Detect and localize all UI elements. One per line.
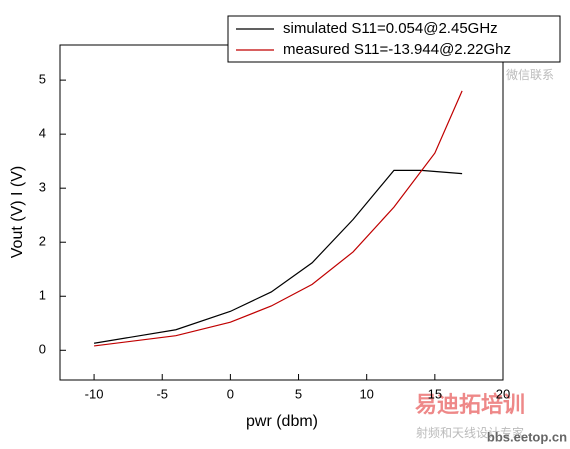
- x-tick-label: 5: [295, 386, 302, 401]
- x-tick-label: -10: [85, 386, 104, 401]
- x-tick-label: 10: [359, 386, 373, 401]
- watermark: 射频和天线设计专家: [416, 425, 524, 440]
- plot-frame: [59, 44, 504, 381]
- legend-label: measured S11=-13.944@2.22Ghz: [283, 41, 511, 58]
- y-tick-label: 2: [39, 234, 46, 249]
- y-axis-label: Vout (V) I (V): [9, 166, 26, 258]
- legend-label: simulated S11=0.054@2.45GHz: [283, 20, 498, 37]
- y-tick-label: 1: [39, 288, 46, 303]
- x-tick-label: 15: [428, 386, 442, 401]
- y-tick-label: 3: [39, 180, 46, 195]
- watermark: 易迪拓培训: [415, 392, 525, 417]
- line: [93, 169, 463, 344]
- legend: [227, 15, 561, 63]
- watermark: bbs.eetop.cn: [487, 429, 567, 444]
- x-tick-label: -5: [156, 386, 168, 401]
- y-tick-label: 0: [39, 342, 46, 357]
- x-axis-label: pwr (dbm): [246, 413, 318, 430]
- x-tick-label: 20: [496, 386, 510, 401]
- x-tick-label: 0: [227, 386, 234, 401]
- y-tick-label: 4: [39, 126, 46, 141]
- watermark: 微信联系: [506, 68, 554, 82]
- line: [94, 90, 463, 347]
- y-tick-label: 5: [39, 72, 46, 87]
